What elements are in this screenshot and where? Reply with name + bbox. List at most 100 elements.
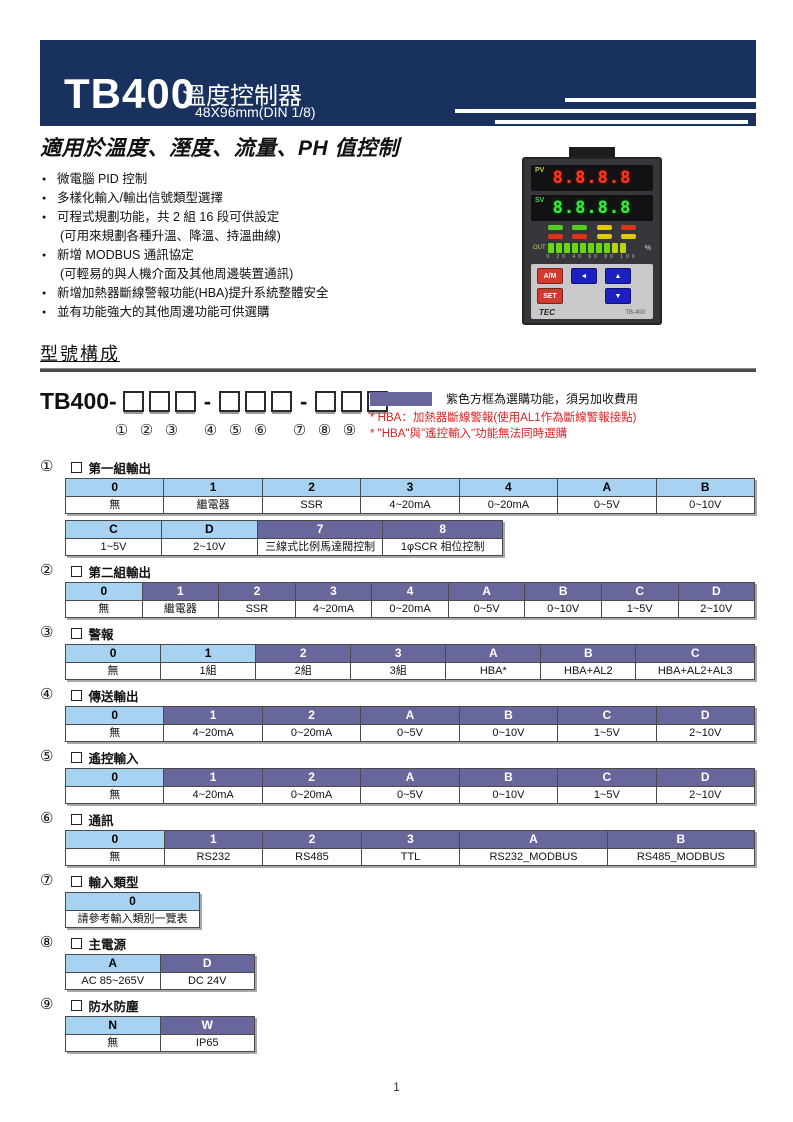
- option-value-cell: SSR: [262, 496, 362, 513]
- option-code-cell: A: [361, 707, 460, 724]
- option-value-cell: HBA+AL2+AL3: [636, 662, 754, 679]
- option-table: A D AC 85~265V DC 24V: [65, 954, 255, 990]
- feature-item: 新增 MODBUS 通訊協定 (可輕易的與人機介面及其他周邊裝置通訊): [40, 246, 520, 284]
- option-code-cell: 0: [66, 893, 199, 910]
- group-label-row: ⑥ 通訊: [40, 810, 756, 828]
- option-code-cell: 1: [142, 583, 220, 600]
- option-value-cell: 請參考輸入類別一覽表: [66, 910, 199, 927]
- code-box-group: [219, 391, 293, 412]
- option-code-cell: D: [160, 955, 254, 972]
- group-title: 遙控輸入: [88, 751, 139, 766]
- option-code-cell: A: [460, 831, 608, 848]
- decorative-line: [495, 120, 748, 124]
- group-number: ⑦: [40, 872, 54, 889]
- hba-note-2: * "HBA"與"遙控輸入"功能無法同時選購: [370, 428, 568, 440]
- applications-headline: 適用於溫度、溼度、流量、PH 值控制: [40, 137, 400, 160]
- option-code-cell: 2: [262, 769, 362, 786]
- option-value-cell: 2~10V: [656, 786, 754, 803]
- legend-text: 紫色方框為選購功能，須另加收費用: [446, 392, 639, 406]
- group-checkbox[interactable]: [71, 751, 83, 763]
- product-size: 48X96mm(DIN 1/8): [195, 104, 316, 120]
- group-checkbox[interactable]: [71, 875, 83, 887]
- option-code-cell: 0: [66, 645, 162, 662]
- option-code-cell: C: [66, 521, 162, 538]
- option-code-cell: D: [161, 521, 258, 538]
- option-group: ⑤ 遙控輸入 0 1 2 A B C D 無 4~20mA 0~20mA 0~5V 0~10V 1~5V 2~…: [40, 748, 756, 804]
- option-value-cell: RS485_MODBUS: [607, 848, 755, 865]
- group-title: 防水防塵: [88, 999, 139, 1014]
- option-group: ③ 警報 0 1 2 3 A B C 無 1組 2組 3組 HBA* HBA+AL2 HBA+AL2+AL3: [40, 624, 756, 680]
- group-checkbox[interactable]: [71, 813, 83, 825]
- option-value-cell: 1~5V: [601, 600, 679, 617]
- option-value-cell: 無: [66, 662, 162, 679]
- option-code-cell: A: [558, 479, 657, 496]
- option-value-cell: 1組: [161, 662, 257, 679]
- option-code-cell: N: [66, 1017, 161, 1034]
- option-code-cell: 2: [262, 479, 362, 496]
- down-button[interactable]: ▼: [605, 288, 631, 304]
- option-value-cell: 1~5V: [558, 786, 657, 803]
- option-value-cell: 繼電器: [142, 600, 220, 617]
- option-code-cell: 0: [66, 769, 165, 786]
- code-box: [122, 391, 144, 412]
- model-code-line: TB400- - -: [40, 388, 756, 415]
- option-value-cell: TTL: [361, 848, 461, 865]
- option-value-cell: 無: [66, 786, 165, 803]
- option-code-cell: 2: [263, 831, 362, 848]
- feature-item: 並有功能強大的其他周邊功能可供選購: [40, 303, 520, 322]
- am-button[interactable]: A/M: [537, 268, 563, 284]
- group-number: ④: [40, 686, 54, 703]
- option-code-cell: 2: [256, 645, 352, 662]
- option-code-cell: 8: [383, 521, 502, 538]
- group-label-row: ⑤ 遙控輸入: [40, 748, 756, 766]
- option-code-cell: D: [678, 583, 755, 600]
- pv-label: PV: [535, 167, 545, 174]
- code-dash: -: [300, 388, 308, 414]
- option-table: 0 1 2 A B C D 無 4~20mA 0~20mA 0~5V 0~10V 1~5V 2~10V: [65, 768, 755, 804]
- option-value-cell: 0~10V: [459, 724, 559, 741]
- group-number: ⑧: [40, 934, 54, 951]
- group-checkbox[interactable]: [71, 627, 83, 639]
- option-code-cell: B: [525, 583, 602, 600]
- group-checkbox[interactable]: [71, 937, 83, 949]
- group-checkbox[interactable]: [71, 461, 83, 473]
- group-number: ⑨: [40, 996, 54, 1013]
- option-code-cell: 3: [351, 645, 447, 662]
- group-checkbox[interactable]: [71, 565, 83, 577]
- option-value-cell: 4~20mA: [164, 724, 263, 741]
- option-table: 0 1 2 A B C D 無 4~20mA 0~20mA 0~5V 0~10V 1~5V 2~10V: [65, 706, 755, 742]
- option-value-cell: 無: [66, 496, 165, 513]
- feature-item: 新增加熱器斷線警報功能(HBA)提升系統整體安全: [40, 284, 520, 303]
- group-label-row: ② 第二組輸出: [40, 562, 756, 580]
- option-value-cell: 無: [66, 724, 165, 741]
- percent-label: %: [644, 244, 651, 252]
- feature-item: 可程式規劃功能，共 2 組 16 段可供設定 (可用來規劃各種升溫、降溫、持溫曲…: [40, 208, 520, 246]
- section-title: 型號構成: [40, 344, 120, 364]
- up-button[interactable]: ▲: [605, 268, 631, 284]
- option-table: 0 1 2 3 4 A B C D 無繼電器 SSR 4~20mA 0~20mA 0~5V 0~10V 1~5…: [65, 582, 755, 618]
- code-box: [174, 391, 196, 412]
- option-code-cell: 1: [164, 479, 263, 496]
- option-value-cell: 2~10V: [656, 724, 754, 741]
- option-value-cell: 1~5V: [66, 538, 162, 555]
- group-checkbox[interactable]: [71, 689, 83, 701]
- option-value-cell: RS485: [263, 848, 362, 865]
- option-code-cell: 4: [372, 583, 449, 600]
- group-title: 通訊: [88, 813, 114, 828]
- option-group: ① 第一組輸出 0 1 2 3 4 A B 無繼電器 SSR 4~20mA 0~20mA 0~5V 0~10…: [40, 458, 756, 556]
- option-code-cell: W: [160, 1017, 254, 1034]
- sv-digits: 8.8.8.8: [552, 198, 632, 218]
- code-box: [315, 391, 337, 412]
- option-code-cell: B: [459, 769, 559, 786]
- code-box: [148, 391, 170, 412]
- set-button[interactable]: SET: [537, 288, 563, 304]
- controller-front-panel: PV 8.8.8.8 SV 8.8.8.8 OUT: [522, 157, 662, 325]
- group-checkbox[interactable]: [71, 999, 83, 1011]
- option-code-cell: 3: [361, 479, 460, 496]
- shift-button[interactable]: ◄: [571, 268, 597, 284]
- option-code-cell: A: [448, 583, 526, 600]
- option-code-cell: 7: [257, 521, 384, 538]
- option-code-cell: A: [446, 645, 542, 662]
